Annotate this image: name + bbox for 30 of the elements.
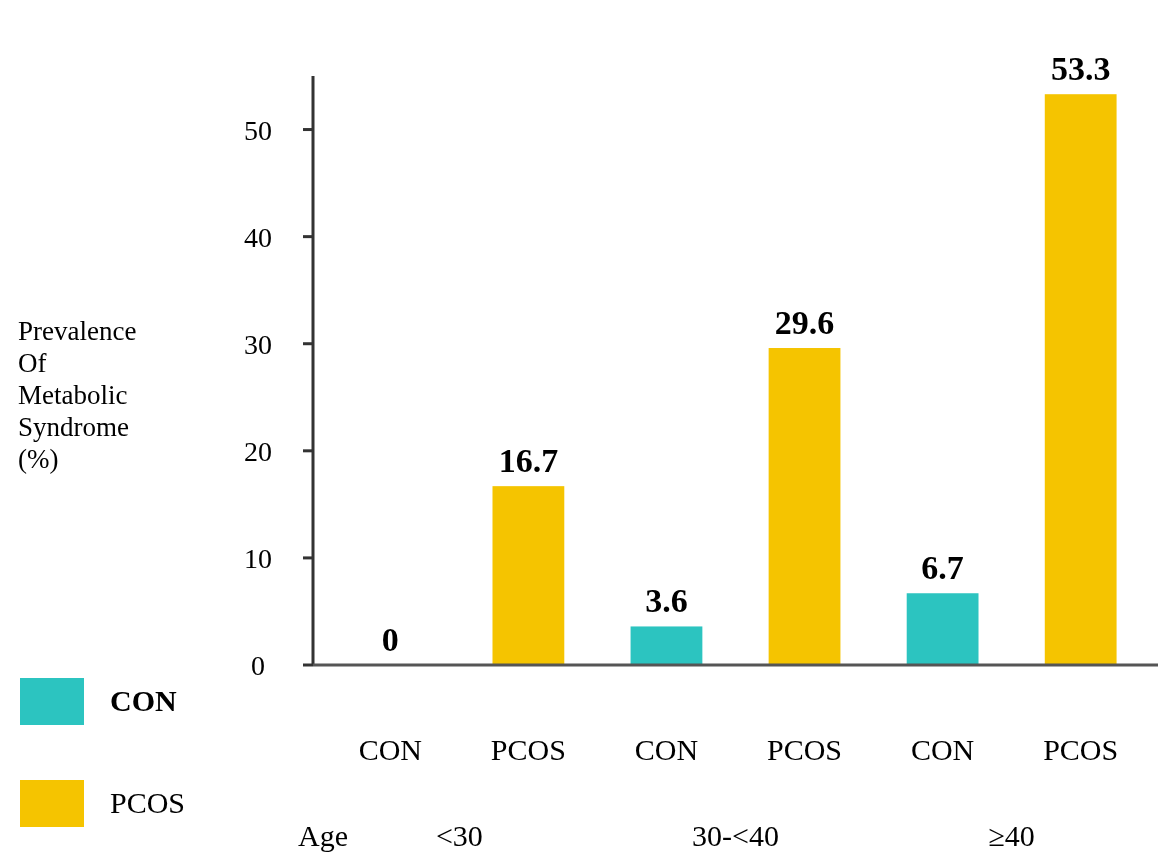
- legend-label: PCOS: [110, 786, 186, 819]
- y-tick-label: 30: [244, 328, 272, 360]
- data-label: 16.7: [498, 442, 559, 480]
- text: 30-<40: [692, 819, 779, 852]
- y-axis-title: Prevalence Of Metabolic Syndrome (%): [18, 316, 137, 474]
- y-tick-label: 10: [244, 542, 272, 574]
- data-label: 29.6: [774, 304, 835, 342]
- y-tick-label: 40: [244, 221, 272, 253]
- x-tick-label: PCOS: [767, 733, 843, 766]
- bar: [1044, 94, 1117, 665]
- bar: [768, 348, 841, 665]
- legend-label: CON: [110, 684, 177, 717]
- data-label: 3.6: [645, 582, 688, 620]
- x-tick-label: PCOS: [1043, 733, 1119, 766]
- x-tick-label: CON: [634, 733, 699, 766]
- x-tick-label: CON: [910, 733, 975, 766]
- text: <30: [435, 819, 483, 852]
- y-tick-label: 50: [244, 114, 272, 146]
- data-label: 6.7: [921, 549, 964, 587]
- data-label: 53.3: [1050, 50, 1111, 88]
- data-label: 0: [381, 621, 399, 658]
- x-tick-label: PCOS: [490, 733, 566, 766]
- bar: [906, 593, 979, 665]
- text: Age: [298, 819, 348, 852]
- x-tick-label: CON: [358, 733, 422, 766]
- y-tick-label: 0: [251, 650, 265, 681]
- bar: [630, 626, 703, 665]
- text: ≥40: [988, 819, 1035, 852]
- y-tick-label: 20: [244, 435, 272, 467]
- bar: [492, 486, 565, 665]
